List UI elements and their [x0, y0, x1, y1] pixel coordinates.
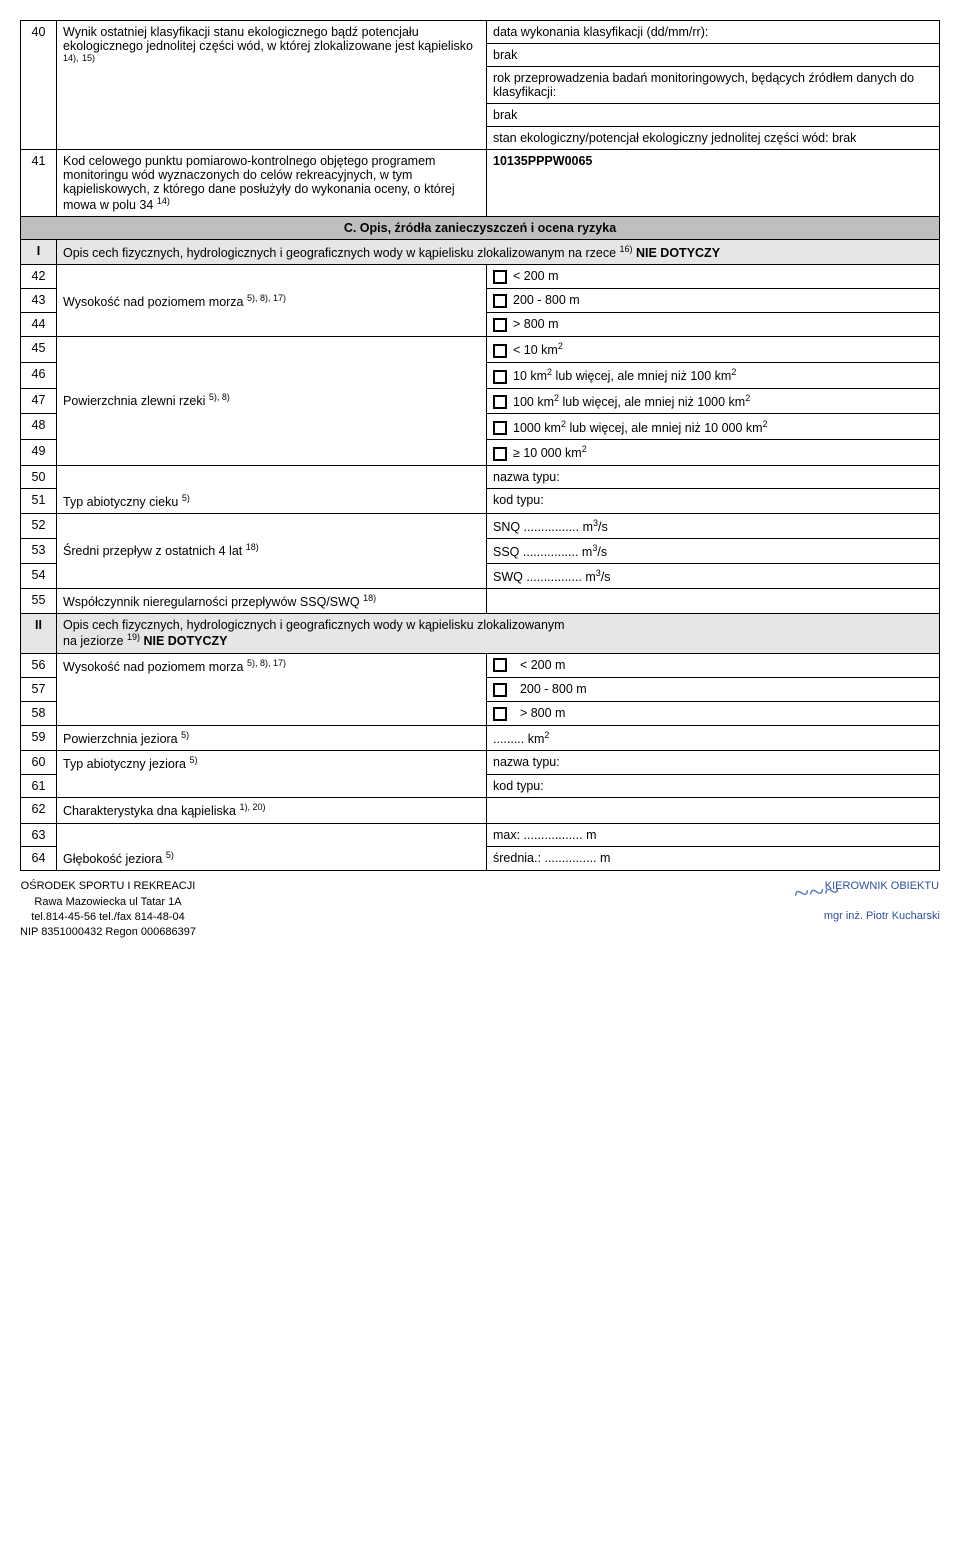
row46-val: 10 km2 lub więcej, ale mniej niż 100 km2: [487, 362, 940, 388]
checkbox-icon: [493, 395, 507, 409]
row58-val: > 800 m: [487, 701, 940, 725]
row51-label: Typ abiotyczny cieku 5): [57, 489, 487, 514]
checkbox-icon: [493, 658, 507, 672]
rowI-text: Opis cech fizycznych, hydrologicznych i …: [57, 240, 940, 265]
row64-label: Głębokość jeziora 5): [57, 846, 487, 871]
row41-label: Kod celowego punktu pomiarowo-kontrolneg…: [57, 150, 487, 217]
row44-num: 44: [21, 313, 57, 337]
footer-right-l1: KIEROWNIK OBIEKTU: [824, 879, 940, 894]
row47-num: 47: [21, 388, 57, 414]
row63-num: 63: [21, 823, 57, 846]
row64-val: średnia.: ............... m: [487, 846, 940, 871]
form-table: 40 Wynik ostatniej klasyfikacji stanu ek…: [20, 20, 940, 871]
row40-label: Wynik ostatniej klasyfikacji stanu ekolo…: [57, 21, 487, 150]
row40-v1: data wykonania klasyfikacji (dd/mm/rr):: [487, 21, 940, 44]
row59-num: 59: [21, 725, 57, 750]
row48-val: 1000 km2 lub więcej, ale mniej niż 10 00…: [487, 414, 940, 440]
row47-label: Powierzchnia zlewni rzeki 5), 8): [57, 388, 487, 414]
row43-num: 43: [21, 289, 57, 313]
checkbox-icon: [493, 421, 507, 435]
row45-val: < 10 km2: [487, 336, 940, 362]
row63-val: max: ................. m: [487, 823, 940, 846]
row40-v2: brak: [487, 44, 940, 67]
rowII-text: Opis cech fizycznych, hydrologicznych i …: [57, 614, 940, 653]
row55-num: 55: [21, 589, 57, 614]
row56-label: Wysokość nad poziomem morza 5), 8), 17): [57, 653, 487, 678]
row55-val: [487, 589, 940, 614]
footer: OŚRODEK SPORTU I REKREACJI Rawa Mazowiec…: [20, 879, 940, 941]
checkbox-icon: [493, 707, 507, 721]
row47-val: 100 km2 lub więcej, ale mniej niż 1000 k…: [487, 388, 940, 414]
checkbox-icon: [493, 270, 507, 284]
row53-val: SSQ ................ m3/s: [487, 538, 940, 563]
row41-val: 10135PPPW0065: [487, 150, 940, 217]
footer-left-l3: tel.814-45-56 tel./fax 814-48-04: [20, 910, 196, 925]
row50-num: 50: [21, 466, 57, 489]
row60-num: 60: [21, 750, 57, 775]
row45-num: 45: [21, 336, 57, 362]
row43-val: 200 - 800 m: [487, 289, 940, 313]
row40-v5: stan ekologiczny/potencjał ekologiczny j…: [487, 127, 940, 150]
signature-scribble: ~~~: [793, 872, 841, 914]
checkbox-icon: [493, 447, 507, 461]
rowII-num: II: [21, 614, 57, 653]
row46-num: 46: [21, 362, 57, 388]
footer-left-l1: OŚRODEK SPORTU I REKREACJI: [20, 879, 196, 894]
row62-val: [487, 798, 940, 823]
row60-label: Typ abiotyczny jeziora 5): [57, 750, 487, 775]
row52-num: 52: [21, 513, 57, 538]
row62-label: Charakterystyka dna kąpieliska 1), 20): [57, 798, 487, 823]
row50-val: nazwa typu:: [487, 466, 940, 489]
row54-val: SWQ ................ m3/s: [487, 564, 940, 589]
section-c-header: C. Opis, źródła zanieczyszczeń i ocena r…: [21, 217, 940, 240]
checkbox-icon: [493, 318, 507, 332]
row56-val: < 200 m: [487, 653, 940, 678]
checkbox-icon: [493, 370, 507, 384]
footer-right-l2: mgr inż. Piotr Kucharski: [824, 909, 940, 924]
row48-num: 48: [21, 414, 57, 440]
row42-val: < 200 m: [487, 265, 940, 289]
row51-num: 51: [21, 489, 57, 514]
row49-num: 49: [21, 440, 57, 466]
row54-num: 54: [21, 564, 57, 589]
footer-left: OŚRODEK SPORTU I REKREACJI Rawa Mazowiec…: [20, 879, 196, 941]
row40-v3: rok przeprowadzenia badań monitoringowyc…: [487, 67, 940, 104]
row53-label: Średni przepływ z ostatnich 4 lat 18): [57, 538, 487, 563]
row40-v4: brak: [487, 104, 940, 127]
row57-num: 57: [21, 678, 57, 702]
row51-val: kod typu:: [487, 489, 940, 514]
row42-num: 42: [21, 265, 57, 289]
row53-num: 53: [21, 538, 57, 563]
row56-num: 56: [21, 653, 57, 678]
row52-val: SNQ ................ m3/s: [487, 513, 940, 538]
row40-num: 40: [21, 21, 57, 150]
footer-left-l4: NIP 8351000432 Regon 000686397: [20, 925, 196, 940]
row44-label-blank: [57, 313, 487, 337]
row61-val: kod typu:: [487, 775, 940, 798]
row61-num: 61: [21, 775, 57, 798]
rowI-num: I: [21, 240, 57, 265]
row43-label: Wysokość nad poziomem morza 5), 8), 17): [57, 289, 487, 313]
row59-val: ......... km2: [487, 725, 940, 750]
row42-label-blank: [57, 265, 487, 289]
row57-val: 200 - 800 m: [487, 678, 940, 702]
row41-num: 41: [21, 150, 57, 217]
row58-num: 58: [21, 701, 57, 725]
row44-val: > 800 m: [487, 313, 940, 337]
checkbox-icon: [493, 683, 507, 697]
checkbox-icon: [493, 344, 507, 358]
row62-num: 62: [21, 798, 57, 823]
row64-num: 64: [21, 846, 57, 871]
footer-left-l2: Rawa Mazowiecka ul Tatar 1A: [20, 895, 196, 910]
footer-right: ~~~ KIEROWNIK OBIEKTU mgr inż. Piotr Kuc…: [824, 879, 940, 941]
row55-label: Współczynnik nieregularności przepływów …: [57, 589, 487, 614]
row60-val: nazwa typu:: [487, 750, 940, 775]
row49-val: ≥ 10 000 km2: [487, 440, 940, 466]
checkbox-icon: [493, 294, 507, 308]
row59-label: Powierzchnia jeziora 5): [57, 725, 487, 750]
